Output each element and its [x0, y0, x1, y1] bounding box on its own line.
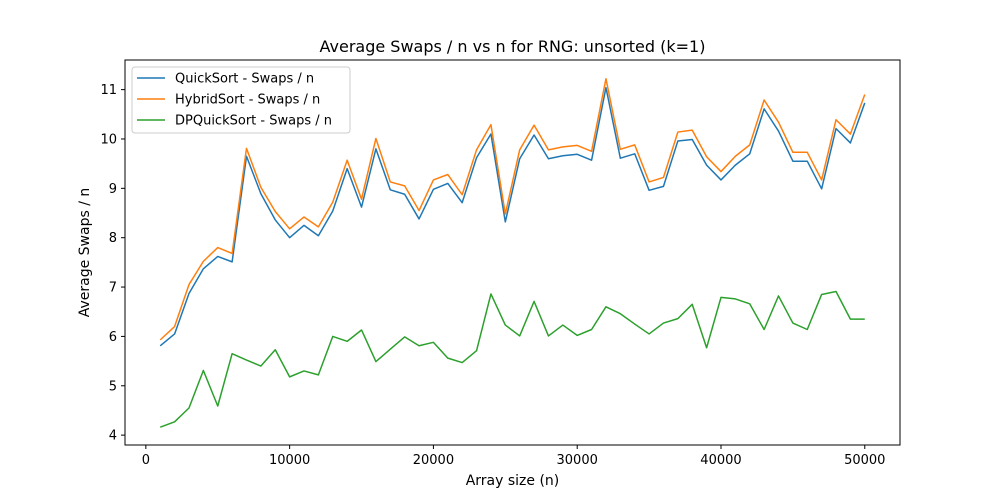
- legend-label-2: DPQuickSort - Swaps / n: [175, 114, 332, 129]
- y-tick-label: 11: [100, 83, 117, 98]
- series-line-1: [159, 78, 866, 341]
- x-tick-label: 40000: [700, 453, 741, 468]
- x-tick-label: 50000: [844, 453, 885, 468]
- y-tick-label: 8: [109, 231, 117, 246]
- x-tick-label: 30000: [557, 453, 598, 468]
- legend-box: [131, 66, 351, 134]
- series-line-2: [159, 290, 865, 428]
- y-tick-label: 4: [109, 429, 117, 444]
- x-axis: 0 10000 20000 30000 40000 50000: [142, 445, 885, 468]
- y-axis: 4 5 6 7 8 9 10 11: [100, 83, 125, 444]
- y-tick-label: 7: [109, 281, 117, 296]
- x-axis-label: Array size (n): [466, 473, 560, 489]
- y-tick-label: 9: [109, 182, 117, 197]
- chart-title: Average Swaps / n vs n for RNG: unsorted…: [320, 37, 706, 56]
- legend-label-0: QuickSort - Swaps / n: [175, 72, 314, 87]
- plot-area: [159, 78, 866, 428]
- legend-label-1: HybridSort - Swaps / n: [175, 93, 320, 108]
- legend: QuickSort - Swaps / n HybridSort - Swaps …: [131, 66, 351, 134]
- x-tick-label: 0: [142, 453, 150, 468]
- x-tick-label: 20000: [413, 453, 454, 468]
- plot-frame: [124, 59, 901, 446]
- y-tick-label: 5: [109, 379, 117, 394]
- y-axis-label: Average Swaps / n: [77, 188, 93, 318]
- y-tick-label: 6: [109, 330, 117, 345]
- x-tick-label: 10000: [269, 453, 310, 468]
- y-tick-label: 10: [100, 132, 117, 147]
- series-line-0: [159, 86, 866, 347]
